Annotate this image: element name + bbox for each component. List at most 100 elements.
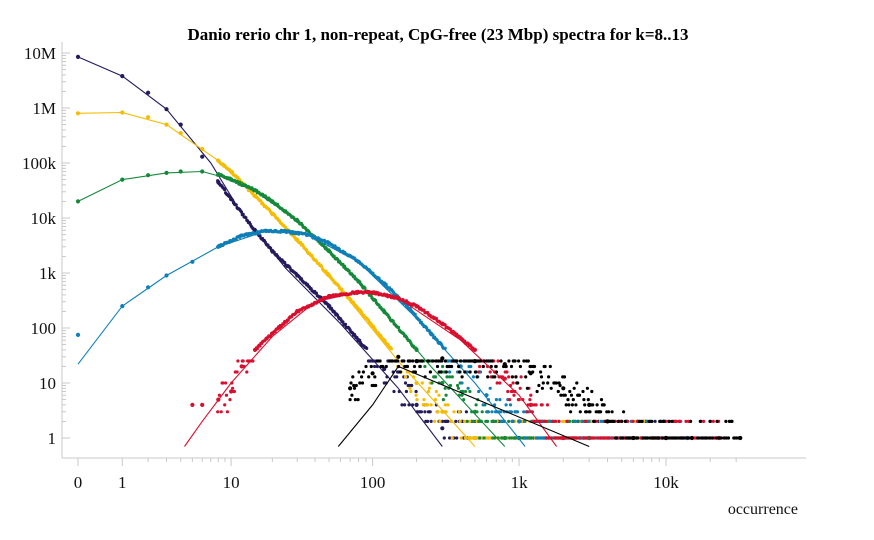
- series-5-cloud-89: [468, 370, 472, 374]
- series-5-cloud-205: [610, 410, 614, 414]
- series-4-cloud-299: [506, 389, 510, 394]
- series-2-point-5: [200, 169, 205, 174]
- series-5-cloud-58: [428, 370, 432, 374]
- series-0-cloud-127: [328, 304, 332, 308]
- series-5-cloud-226: [637, 419, 642, 423]
- series-0-cloud-142: [341, 320, 345, 324]
- series-4-cloud-305: [511, 381, 515, 385]
- series-5-cloud-153: [556, 389, 560, 394]
- series-2-point-1: [120, 177, 125, 182]
- series-4-point-1: [200, 402, 205, 407]
- series-2-cloud-266: [470, 410, 474, 414]
- series-1-cloud-17: [231, 170, 235, 174]
- series-4-cloud-336: [549, 436, 553, 440]
- series-5-cloud-126: [518, 364, 523, 369]
- series-4-cloud-5: [221, 381, 225, 385]
- series-4-cloud-334: [545, 403, 550, 407]
- series-0-cloud-202: [411, 403, 415, 407]
- y-tick-label-5: 100k: [22, 154, 57, 173]
- series-5-cloud-286: [716, 436, 720, 440]
- series-5-cloud-25: [384, 364, 388, 369]
- series-0-cloud-17: [231, 198, 235, 202]
- series-1-cloud-212: [414, 393, 418, 397]
- series-5-cloud-112: [499, 359, 503, 363]
- series-4-cloud-428: [674, 419, 678, 423]
- series-4-cloud-399: [631, 419, 635, 423]
- series-5-cloud-176: [581, 389, 585, 394]
- series-5-cloud-100: [481, 364, 485, 369]
- series-2-cloud-205: [396, 325, 401, 329]
- series-1-cloud-241: [463, 436, 468, 440]
- series-5-cloud-233: [647, 419, 651, 423]
- series-1-cloud-315: [562, 419, 566, 423]
- series-3-cloud-244: [431, 333, 435, 337]
- series-4-cloud-318: [529, 393, 533, 397]
- series-0-cloud-196: [404, 389, 408, 394]
- series-5-cloud-6: [353, 398, 357, 402]
- series-1-cloud-227: [436, 410, 440, 414]
- series-5-cloud-180: [584, 410, 589, 414]
- series-2-cloud-248: [443, 386, 447, 390]
- series-5-cloud-106: [489, 364, 493, 369]
- series-1-cloud-208: [408, 386, 412, 390]
- series-2-cloud-255: [456, 383, 460, 388]
- series-0-cloud-203: [414, 389, 418, 394]
- series-2-cloud-250: [445, 375, 449, 379]
- series-5-cloud-146: [546, 381, 550, 385]
- series-5-cloud-121: [513, 359, 517, 363]
- series-0-cloud-208: [419, 410, 423, 414]
- series-4-cloud-332: [544, 419, 548, 423]
- series-4-fit-line: [184, 291, 558, 447]
- series-4-cloud-306: [512, 393, 516, 397]
- x-tick-label-4: 1k: [511, 473, 529, 492]
- series-5-cloud-44: [411, 359, 415, 363]
- series-4-cloud-431: [678, 419, 682, 423]
- series-0-point-4: [178, 122, 183, 127]
- series-5-cloud-128: [524, 375, 528, 379]
- series-2-cloud-269: [475, 410, 479, 414]
- series-2-cloud-252: [448, 375, 452, 379]
- series-4-cloud-301: [508, 398, 512, 402]
- series-4-cloud-329: [540, 403, 544, 407]
- series-4-cloud-381: [607, 436, 611, 440]
- series-3-cloud-285: [477, 389, 481, 394]
- series-5-cloud-156: [559, 393, 563, 397]
- series-4-point-3: [229, 389, 234, 394]
- series-5-cloud-166: [569, 393, 574, 397]
- series-5-cloud-181: [585, 386, 590, 390]
- series-1-cloud-215: [421, 403, 425, 407]
- series-5-cloud-260: [674, 436, 679, 440]
- series-0-cloud-217: [429, 419, 433, 423]
- series-0-point-15: [440, 426, 445, 431]
- series-4-cloud-307: [513, 389, 517, 394]
- series-5-cloud-3: [351, 375, 355, 379]
- series-1-point-2: [146, 115, 151, 120]
- series-5-cloud-20: [374, 383, 378, 388]
- series-5-cloud-68: [440, 359, 444, 363]
- series-5-cloud-149: [549, 386, 553, 390]
- series-4-cloud-294: [498, 381, 502, 385]
- series-5-cloud-139: [537, 383, 541, 388]
- series-5-cloud-13: [361, 370, 365, 374]
- x-tick-label-2: 10: [223, 473, 240, 492]
- series-2-cloud-149: [347, 269, 351, 273]
- series-5-cloud-165: [569, 410, 573, 414]
- series-5-cloud-140: [539, 370, 543, 374]
- series-2-cloud-268: [474, 403, 478, 407]
- series-5-cloud-67: [439, 370, 443, 374]
- series-4-cloud-335: [546, 436, 551, 440]
- series-5-cloud-74: [450, 364, 454, 369]
- series-1-cloud-235: [450, 436, 454, 440]
- series-5-point-1: [370, 371, 375, 376]
- series-5-cloud-99: [479, 359, 483, 363]
- series-5-cloud-227: [640, 419, 644, 423]
- series-3-cloud-224: [413, 312, 417, 316]
- x-tick-label-0: 0: [74, 473, 83, 492]
- series-3-cloud-319: [523, 419, 527, 423]
- series-5-cloud-34: [397, 364, 401, 369]
- series-4-cloud-296: [500, 375, 505, 379]
- series-5-cloud-16: [369, 364, 373, 369]
- series-5-cloud-37: [402, 359, 406, 363]
- series-5-cloud-291: [724, 419, 728, 423]
- series-5-cloud-80: [457, 364, 461, 369]
